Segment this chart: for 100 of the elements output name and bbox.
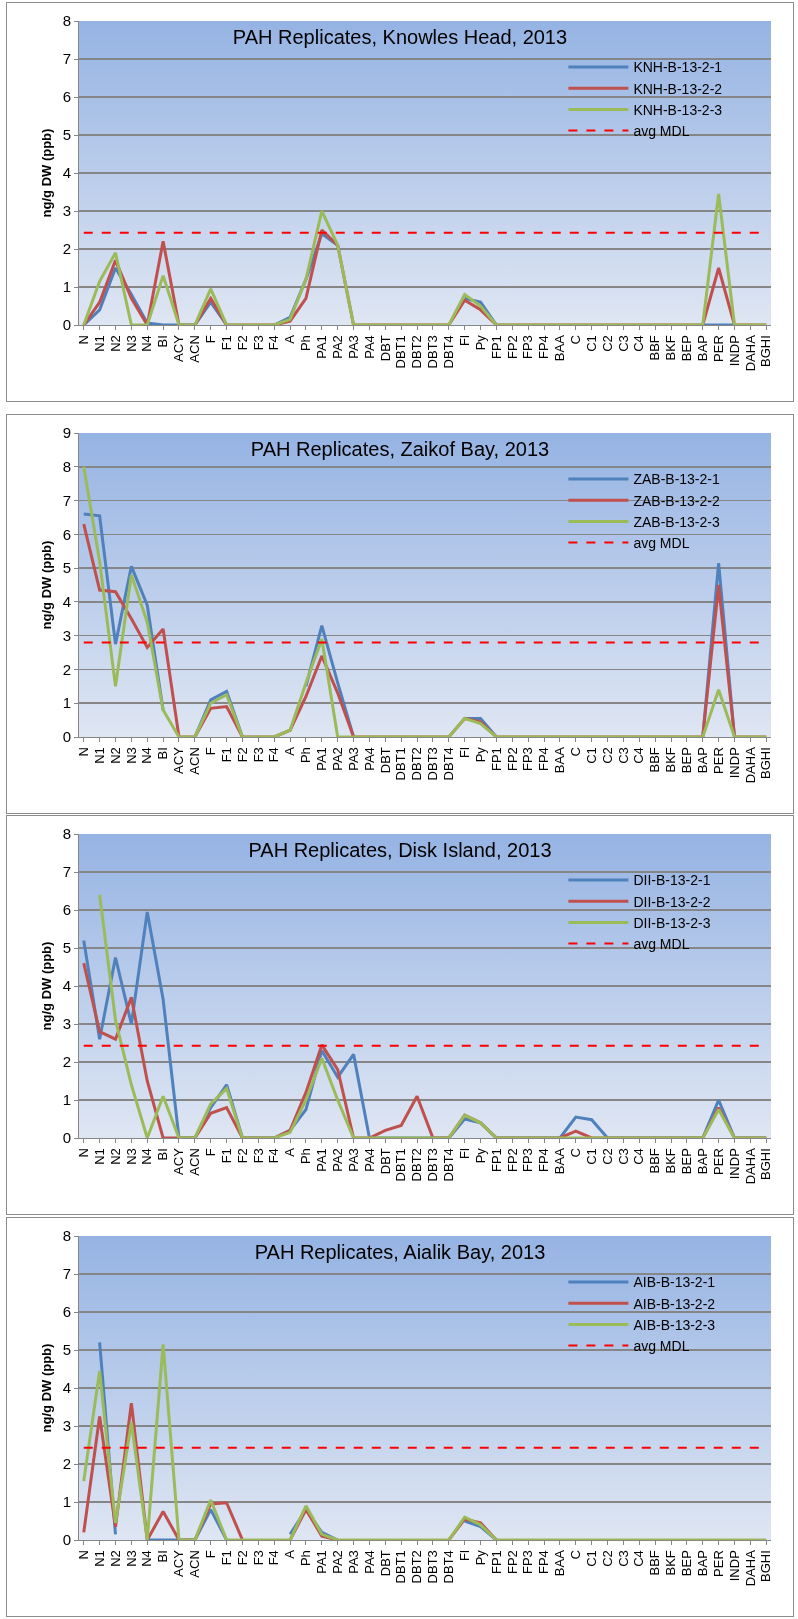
x-tick-label: FP2 <box>504 335 520 360</box>
x-tick-label: DBT3 <box>425 335 441 369</box>
x-tick-label: BBF <box>647 1550 663 1576</box>
x-tick-label: C <box>568 747 584 757</box>
x-tick-label: FP3 <box>520 747 536 772</box>
x-tick-label: Ph <box>298 335 314 352</box>
y-axis-title: ng/g DW (ppb) <box>38 941 54 1031</box>
y-tick-label: 5 <box>62 1341 71 1359</box>
y-tick-label: 2 <box>62 1455 71 1473</box>
x-tick-label: PA2 <box>329 1148 345 1172</box>
x-tick-label: A <box>282 746 298 756</box>
x-tick-label: FP4 <box>536 747 552 772</box>
x-tick-label: PA1 <box>314 747 330 771</box>
x-tick-label: ACN <box>187 747 203 775</box>
x-tick-label: BGHI <box>758 1148 774 1180</box>
x-tick-label: INDP <box>726 747 742 779</box>
y-tick-label: 7 <box>62 863 71 881</box>
legend-label: AIB-B-13-2-3 <box>633 1316 716 1333</box>
x-tick-label: F4 <box>266 335 282 351</box>
x-tick-label: DAHA <box>742 746 758 784</box>
x-tick-label: N3 <box>123 335 139 352</box>
y-tick-label: 4 <box>62 977 71 995</box>
x-tick-label: FP1 <box>488 1148 504 1173</box>
x-tick-label: BAP <box>694 747 710 774</box>
x-tick-label: BI <box>155 747 171 760</box>
y-tick-label: 1 <box>62 278 71 296</box>
x-tick-label: N4 <box>139 335 155 352</box>
x-tick-label: F4 <box>266 747 282 763</box>
y-tick-label: 6 <box>62 1303 71 1321</box>
legend-label: ZAB-B-13-2-3 <box>633 513 720 530</box>
x-tick-label: DBT4 <box>441 1148 457 1182</box>
x-tick-label: PER <box>710 1148 726 1175</box>
x-tick-label: BKF <box>663 1148 679 1174</box>
x-tick-label: N4 <box>139 1148 155 1165</box>
x-tick-label: DAHA <box>742 1549 758 1587</box>
x-tick-label: A <box>282 1549 298 1559</box>
x-tick-label: Ph <box>298 1550 314 1567</box>
x-tick-label: F4 <box>266 1550 282 1566</box>
x-tick-label: ACY <box>171 334 187 362</box>
y-tick-label: 0 <box>62 316 71 334</box>
x-tick-label: N <box>75 335 91 345</box>
x-tick-label: C2 <box>599 747 615 764</box>
y-tick-label: 7 <box>62 50 71 68</box>
x-tick-label: DAHA <box>742 334 758 372</box>
x-tick-label: F3 <box>250 335 266 351</box>
x-tick-label: N3 <box>123 1550 139 1567</box>
x-tick-label: INDP <box>726 1148 742 1180</box>
x-tick-label: F <box>202 1550 218 1559</box>
y-tick-label: 5 <box>62 559 71 577</box>
y-axis-title: ng/g DW (ppb) <box>38 1343 54 1433</box>
y-tick-label: 5 <box>62 939 71 957</box>
x-tick-label: DBT <box>377 1148 393 1175</box>
x-tick-label: F3 <box>250 1148 266 1164</box>
x-tick-label: BBF <box>647 747 663 773</box>
x-tick-label: BAP <box>694 1148 710 1175</box>
x-tick-label: ACN <box>187 1550 203 1578</box>
legend-label: avg MDL <box>633 1338 690 1355</box>
y-tick-label: 8 <box>62 1227 71 1245</box>
x-tick-label: BGHI <box>758 1550 774 1582</box>
x-tick-label: PER <box>710 747 726 774</box>
y-tick-label: 1 <box>62 694 71 712</box>
legend-label: avg MDL <box>633 123 690 140</box>
x-tick-label: PA2 <box>329 747 345 771</box>
x-tick-label: BAP <box>694 335 710 362</box>
x-tick-label: INDP <box>726 1550 742 1582</box>
x-tick-label: FP2 <box>504 747 520 772</box>
x-tick-label: C <box>568 1550 584 1560</box>
chart-title: PAH Replicates, Zaikof Bay, 2013 <box>250 438 550 461</box>
x-tick-label: PA4 <box>361 1148 377 1172</box>
x-tick-label: BI <box>155 1550 171 1563</box>
x-tick-label: N <box>75 1148 91 1158</box>
chart-title: PAH Replicates, Knowles Head, 2013 <box>232 26 568 49</box>
x-tick-label: PA1 <box>314 335 330 359</box>
y-tick-label: 4 <box>62 1379 71 1397</box>
x-tick-label: FP3 <box>520 1550 536 1575</box>
x-tick-label: BEP <box>679 1148 695 1175</box>
x-tick-label: DBT3 <box>425 1550 441 1584</box>
y-tick-label: 2 <box>62 660 71 678</box>
y-tick-label: 5 <box>62 126 71 144</box>
x-tick-label: DBT <box>377 1550 393 1577</box>
x-tick-label: N2 <box>107 1550 123 1567</box>
x-tick-label: BGHI <box>758 335 774 367</box>
x-tick-label: Fl <box>456 1550 472 1562</box>
x-tick-label: PA3 <box>345 1148 361 1172</box>
x-tick-label: PA3 <box>345 335 361 359</box>
x-tick-label: N3 <box>123 1148 139 1165</box>
x-tick-label: BAA <box>552 1549 568 1577</box>
x-tick-label: BKF <box>663 335 679 361</box>
x-tick-label: BEP <box>679 1550 695 1577</box>
x-tick-label: C <box>568 1148 584 1158</box>
x-tick-label: BEP <box>679 335 695 362</box>
y-tick-label: 0 <box>62 1129 71 1147</box>
x-tick-label: C <box>568 335 584 345</box>
x-tick-label: F2 <box>234 1148 250 1164</box>
legend-label: KNH-B-13-2-2 <box>633 80 723 97</box>
x-tick-label: N4 <box>139 747 155 764</box>
x-tick-label: PA3 <box>345 1550 361 1574</box>
x-tick-label: N1 <box>91 1550 107 1567</box>
x-tick-label: ACY <box>171 1549 187 1577</box>
x-tick-label: A <box>282 1147 298 1157</box>
